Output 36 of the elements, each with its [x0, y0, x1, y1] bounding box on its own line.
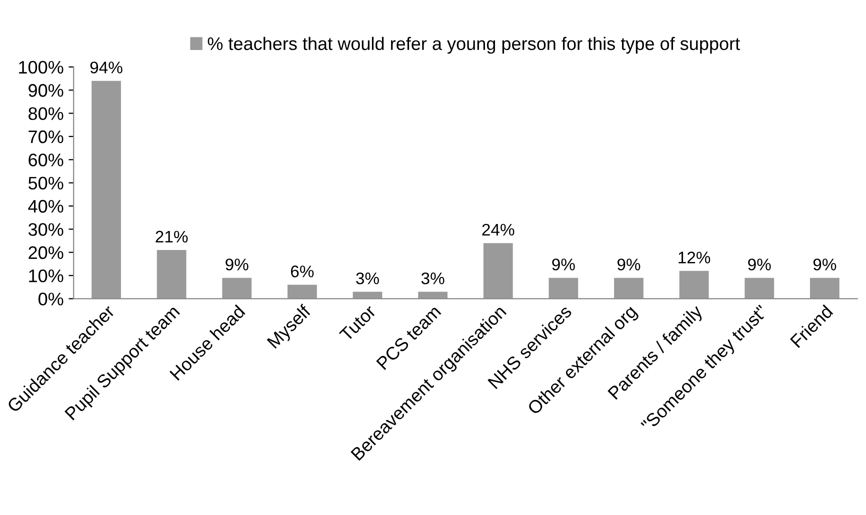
y-tick-label: 100%: [19, 60, 64, 74]
data-label: 24%: [482, 224, 514, 236]
bar: [352, 292, 382, 299]
y-tick-label: 20%: [28, 246, 64, 260]
bar: [810, 278, 840, 299]
legend-label: % teachers that would refer a young person for this type of support: [208, 36, 740, 54]
y-tick-label: 30%: [28, 223, 64, 236]
bar: [92, 80, 121, 299]
data-label: 9%: [552, 258, 575, 270]
data-label: 9%: [813, 258, 836, 270]
y-tick-label: 70%: [28, 130, 64, 144]
bar: [679, 270, 709, 299]
data-label: 9%: [748, 258, 771, 270]
y-tick-label: 90%: [28, 84, 64, 97]
bar: [222, 278, 252, 299]
bar: [156, 250, 186, 299]
data-label: 12%: [678, 252, 710, 264]
y-tick-label: 60%: [28, 154, 64, 166]
y-tick-label: 50%: [28, 176, 64, 190]
data-label: 21%: [156, 230, 188, 243]
y-tick-label: 0%: [38, 292, 64, 306]
data-label: 3%: [421, 272, 444, 284]
bar: [483, 243, 513, 299]
bar: [288, 284, 317, 299]
y-tick-label: 80%: [28, 107, 64, 120]
bar: [418, 292, 448, 299]
data-label: 6%: [291, 266, 314, 278]
y-tick-label: 10%: [29, 269, 64, 282]
bar: [548, 278, 578, 299]
bar: [614, 278, 644, 299]
y-tick-label: 40%: [28, 200, 64, 213]
bar: [744, 278, 774, 299]
data-label: 9%: [617, 258, 640, 270]
data-label: 94%: [90, 62, 122, 74]
data-label: 9%: [226, 258, 248, 270]
data-label: 3%: [356, 272, 379, 284]
